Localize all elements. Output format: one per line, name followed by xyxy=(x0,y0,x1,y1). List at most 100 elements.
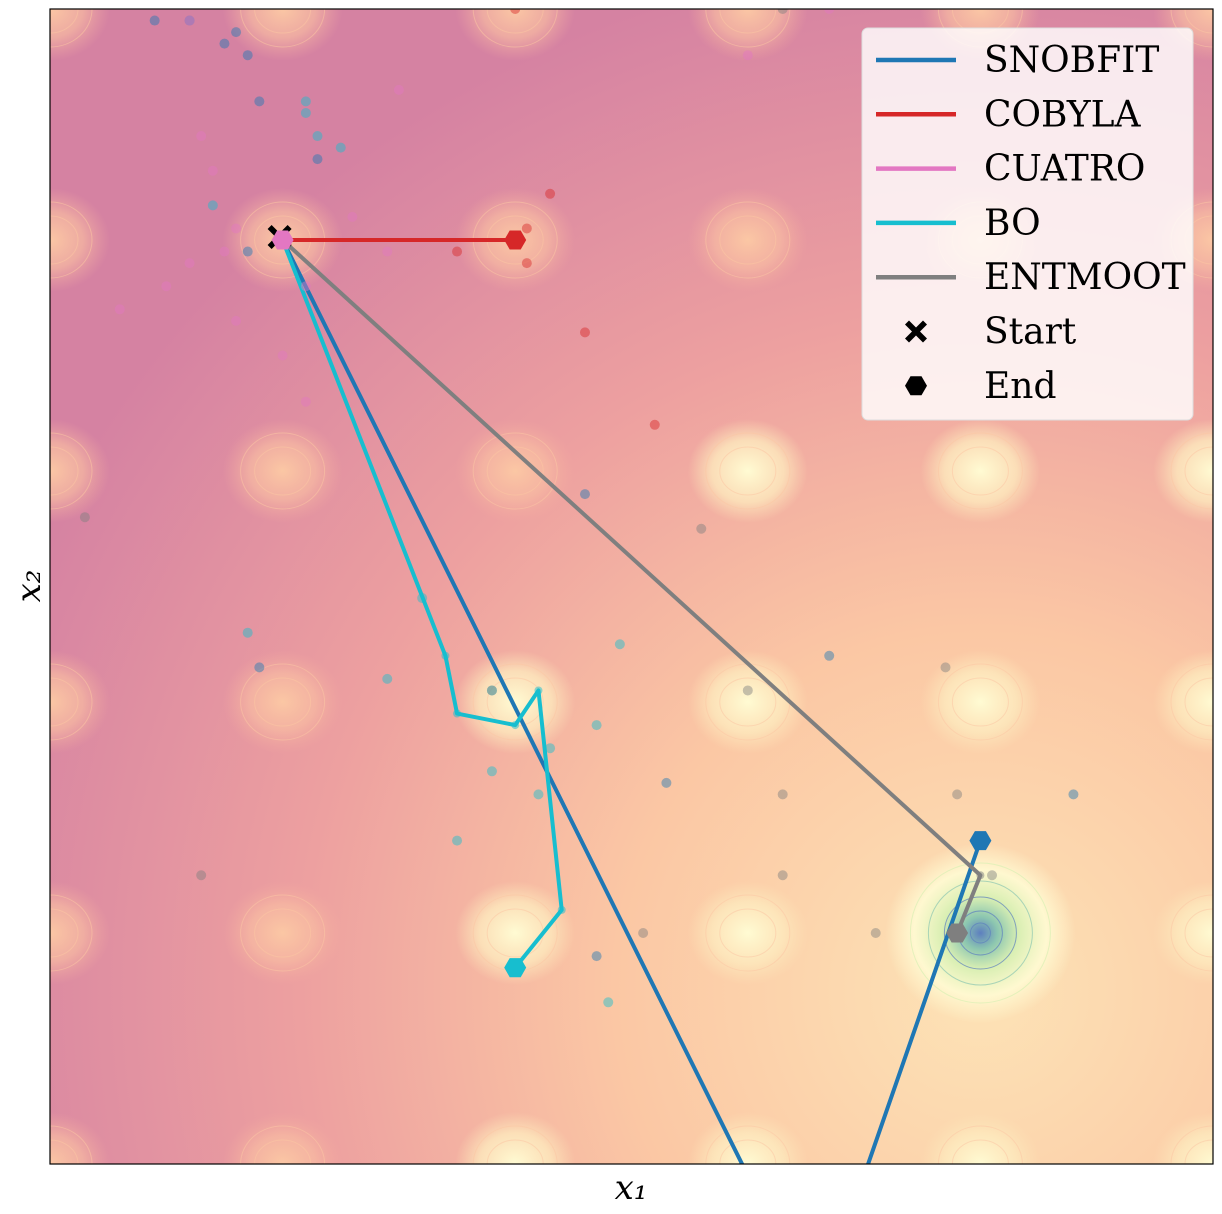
snobfit-sample-point xyxy=(254,662,265,673)
contour-basin xyxy=(222,1112,343,1164)
legend-item-entmoot: ENTMOOT xyxy=(876,257,1186,298)
cuatro-sample-point xyxy=(231,223,242,234)
y-axis-label: x₂ xyxy=(9,570,49,603)
contour-line xyxy=(240,663,326,741)
contour-line xyxy=(472,663,558,741)
contour-line xyxy=(1184,677,1213,727)
contour-basin xyxy=(50,419,110,523)
entmoot-sample-point xyxy=(777,870,788,881)
contour-line xyxy=(719,215,777,265)
global-minimum-basin xyxy=(885,843,1076,1023)
contour-line xyxy=(1170,432,1213,510)
bo-sample-point xyxy=(486,685,497,696)
contour-line xyxy=(50,215,79,265)
legend-label-bo: BO xyxy=(984,203,1041,244)
cuatro-sample-point xyxy=(742,50,753,61)
contour-line xyxy=(719,908,777,958)
legend-start-swatch xyxy=(905,320,927,343)
contour-line xyxy=(486,9,544,34)
contour-line xyxy=(937,432,1023,510)
snobfit-sample-point xyxy=(1068,789,1079,800)
snobfit-sample-point xyxy=(312,154,323,165)
bo-sample-point xyxy=(312,131,323,142)
contour-basin xyxy=(1153,650,1213,754)
contour-basin xyxy=(1153,881,1213,985)
plot-frame xyxy=(49,8,1214,1165)
contour-line xyxy=(50,446,79,496)
cuatro-sample-point xyxy=(207,165,218,176)
entmoot-sample-point xyxy=(987,870,998,881)
contour-line xyxy=(486,1139,544,1164)
snobfit-sample-point xyxy=(231,27,242,38)
entmoot-sample-point xyxy=(638,928,649,938)
cobyla-sample-point xyxy=(452,246,463,257)
contour-basin xyxy=(687,9,808,61)
bo-waypoint xyxy=(453,709,462,718)
contour-line xyxy=(705,9,791,48)
bo-sample-point xyxy=(242,627,253,638)
x-axis-label: x₁ xyxy=(615,1168,648,1208)
snobfit-trajectory xyxy=(280,239,983,1164)
contour-line xyxy=(969,922,991,944)
contour-line xyxy=(1184,908,1213,958)
cobyla-sample-point xyxy=(521,223,532,234)
entmoot-sample-point xyxy=(870,928,881,938)
contour-line xyxy=(240,432,326,510)
contour-basin xyxy=(50,188,110,292)
snobfit-waypoint xyxy=(860,1172,868,1180)
bo-waypoint xyxy=(557,905,566,914)
legend-item-snobfit: SNOBFIT xyxy=(876,40,1159,81)
contour-basin xyxy=(222,9,343,61)
contour-line xyxy=(951,446,1009,496)
contour-line xyxy=(50,201,93,279)
contour-line xyxy=(719,9,777,34)
contour-basin xyxy=(50,650,110,754)
cobyla-end-marker xyxy=(504,230,527,250)
cuatro-sample-point xyxy=(231,315,242,326)
legend-item-start: Start xyxy=(905,312,1077,353)
snobfit-waypoint xyxy=(744,1172,752,1180)
bo-sample-point xyxy=(533,789,544,800)
contour-line xyxy=(951,677,1009,727)
cuatro-sample-point xyxy=(382,246,393,257)
contour-line xyxy=(472,9,558,48)
snobfit-end-marker xyxy=(969,831,992,851)
legend-item-cobyla: COBYLA xyxy=(876,94,1142,135)
snobfit-sample-point xyxy=(824,650,835,661)
snobfit-sample-point xyxy=(219,38,230,49)
legend-box xyxy=(861,27,1194,421)
legend: SNOBFIT COBYLA CUATRO BO ENTMOOT Start End xyxy=(861,27,1194,421)
cuatro-sample-point xyxy=(277,350,288,361)
marker-layer xyxy=(267,225,992,978)
bo-sample-point xyxy=(207,200,218,211)
bo-sample-point xyxy=(382,673,393,684)
bo-sample-point xyxy=(545,743,556,754)
bo-sample-point xyxy=(300,96,311,107)
contour-line xyxy=(240,894,326,972)
cobyla-sample-point xyxy=(510,9,521,14)
cobyla-sample-point xyxy=(521,258,532,269)
snobfit-sample-point xyxy=(661,777,672,788)
legend-label-cuatro: CUATRO xyxy=(984,149,1145,190)
contour-line xyxy=(1170,663,1213,741)
contour-line xyxy=(254,9,312,34)
bo-sample-point xyxy=(603,997,614,1008)
contour-line xyxy=(705,1125,791,1164)
contour-line xyxy=(50,677,79,727)
contour-line xyxy=(1170,894,1213,972)
entmoot-sample-point xyxy=(79,512,90,523)
bo-sample-point xyxy=(486,766,497,777)
snobfit-sample-point xyxy=(242,246,253,257)
contour-line xyxy=(719,677,777,727)
contour-line xyxy=(705,432,791,510)
entmoot-end-marker xyxy=(946,923,969,943)
snobfit-sample-point xyxy=(242,50,253,61)
contour-line xyxy=(705,201,791,279)
contour-line xyxy=(705,894,791,972)
entmoot-waypoint xyxy=(976,871,985,880)
snobfit-sample-point xyxy=(184,15,195,26)
contour-basin xyxy=(455,1112,576,1164)
entmoot-sample-point xyxy=(742,685,753,696)
